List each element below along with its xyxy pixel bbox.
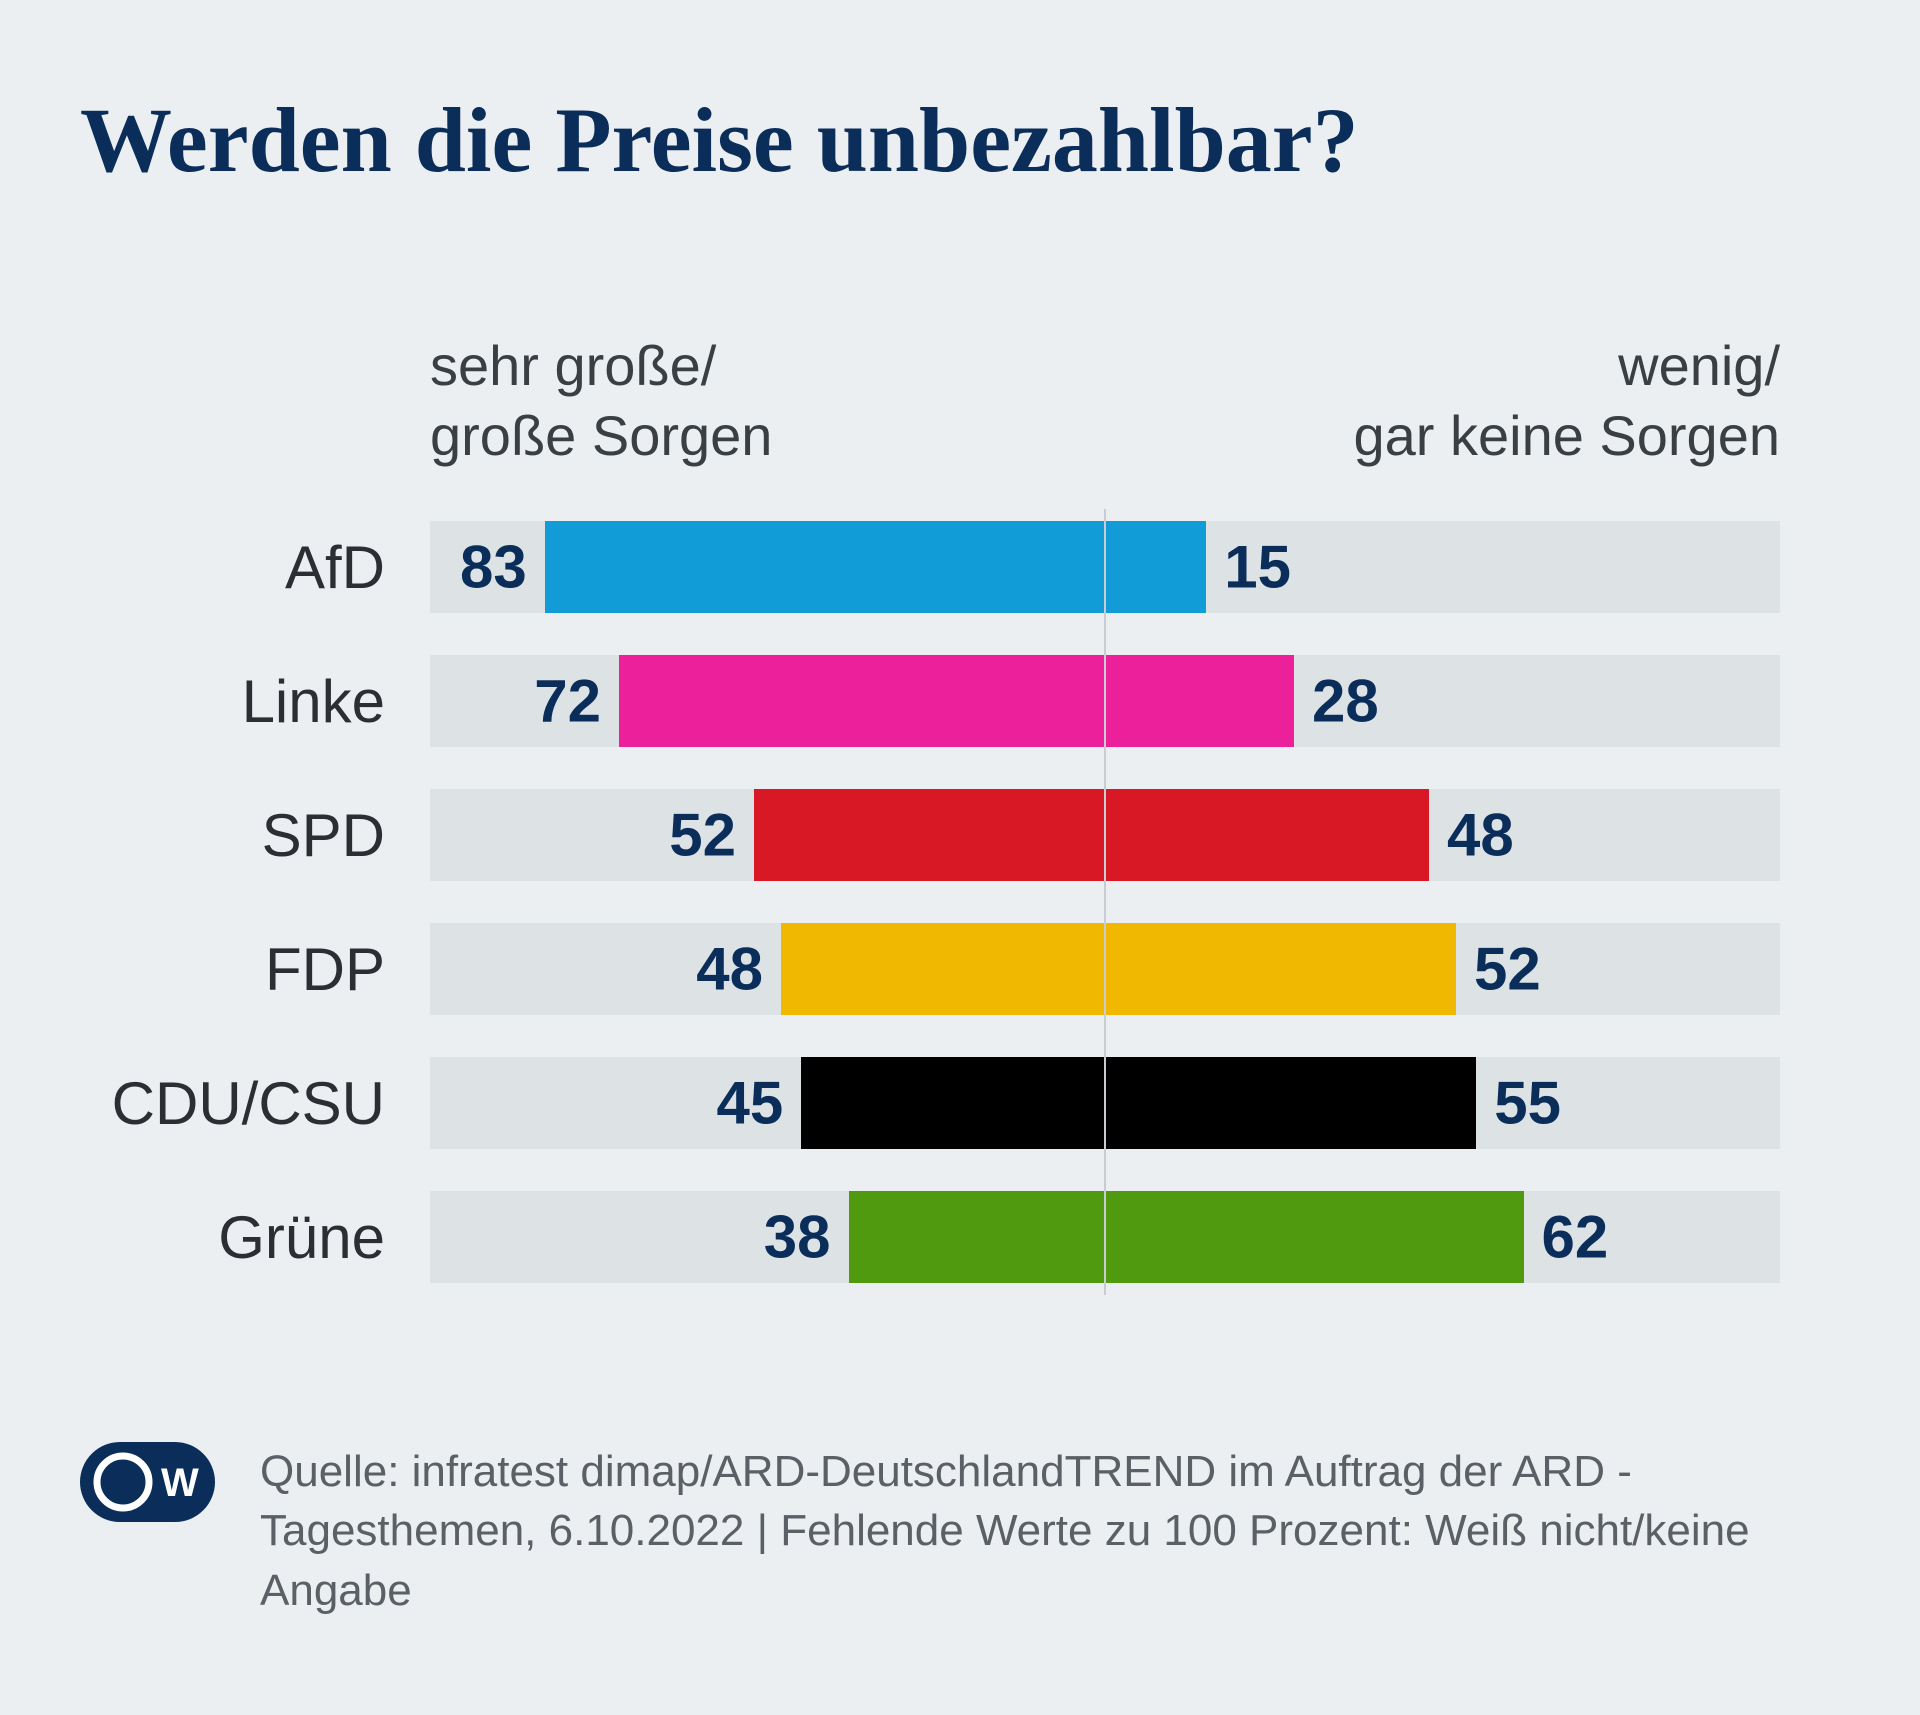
bar-right bbox=[1105, 923, 1456, 1015]
header-right-line1: wenig/ bbox=[1618, 334, 1780, 397]
value-left: 48 bbox=[696, 935, 763, 1004]
chart-title: Werden die Preise unbezahlbar? bbox=[80, 90, 1840, 191]
value-left: 72 bbox=[534, 667, 601, 736]
footer: W Quelle: infratest dimap/ARD-Deutschlan… bbox=[80, 1442, 1840, 1620]
value-right: 28 bbox=[1312, 667, 1379, 736]
value-right: 62 bbox=[1542, 1203, 1609, 1272]
row-label: AfD bbox=[80, 533, 430, 602]
center-divider bbox=[1104, 509, 1106, 1295]
chart-rows: AfD8315Linke7228SPD5248FDP4852CDU/CSU455… bbox=[430, 521, 1780, 1283]
row-label: CDU/CSU bbox=[80, 1069, 430, 1138]
source-text: Quelle: infratest dimap/ARD-DeutschlandT… bbox=[260, 1442, 1780, 1620]
value-left: 45 bbox=[717, 1069, 784, 1138]
value-left: 52 bbox=[669, 801, 736, 870]
dw-logo: W bbox=[80, 1442, 215, 1522]
bar-left bbox=[545, 521, 1105, 613]
value-right: 52 bbox=[1474, 935, 1541, 1004]
bar-right bbox=[1105, 655, 1294, 747]
bar-left bbox=[801, 1057, 1105, 1149]
row-label: Grüne bbox=[80, 1203, 430, 1272]
header-left: sehr große/ große Sorgen bbox=[430, 331, 772, 471]
value-left: 38 bbox=[764, 1203, 831, 1272]
bar-left bbox=[754, 789, 1105, 881]
value-right: 55 bbox=[1494, 1069, 1561, 1138]
value-left: 83 bbox=[460, 533, 527, 602]
header-left-line1: sehr große/ bbox=[430, 334, 716, 397]
bar-left bbox=[619, 655, 1105, 747]
header-right: wenig/ gar keine Sorgen bbox=[1353, 331, 1780, 471]
bar-left bbox=[781, 923, 1105, 1015]
bar-left bbox=[849, 1191, 1106, 1283]
header-left-line2: große Sorgen bbox=[430, 404, 772, 467]
row-label: Linke bbox=[80, 667, 430, 736]
bar-right bbox=[1105, 789, 1429, 881]
svg-text:W: W bbox=[161, 1461, 199, 1505]
infographic-container: Werden die Preise unbezahlbar? sehr groß… bbox=[0, 0, 1920, 1715]
row-label: SPD bbox=[80, 801, 430, 870]
header-right-line2: gar keine Sorgen bbox=[1353, 404, 1780, 467]
bar-right bbox=[1105, 1191, 1524, 1283]
value-right: 15 bbox=[1224, 533, 1291, 602]
bar-right bbox=[1105, 1057, 1476, 1149]
row-label: FDP bbox=[80, 935, 430, 1004]
chart-area: sehr große/ große Sorgen wenig/ gar kein… bbox=[430, 331, 1780, 1283]
value-right: 48 bbox=[1447, 801, 1514, 870]
chart-header: sehr große/ große Sorgen wenig/ gar kein… bbox=[430, 331, 1780, 471]
bar-right bbox=[1105, 521, 1206, 613]
